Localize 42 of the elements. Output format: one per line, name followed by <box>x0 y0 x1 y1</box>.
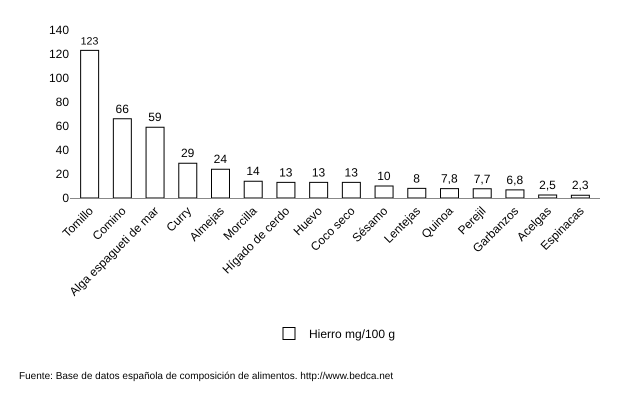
data-label: 8 <box>413 171 420 186</box>
data-label: 2,5 <box>539 178 556 192</box>
bar <box>211 168 230 198</box>
y-tick-label: 0 <box>62 191 70 206</box>
y-tick-label: 140 <box>48 23 70 38</box>
data-label: 2,3 <box>572 178 589 192</box>
data-label: 10 <box>377 169 391 183</box>
y-tick-label: 20 <box>56 167 70 182</box>
data-label: 123 <box>80 36 98 48</box>
y-tick-label: 40 <box>56 143 70 158</box>
data-label: 66 <box>116 102 130 116</box>
y-tick-label: 80 <box>56 95 70 110</box>
bar <box>309 182 328 198</box>
data-label: 6,8 <box>506 172 524 187</box>
bar <box>472 188 492 198</box>
data-label: 13 <box>279 165 293 180</box>
bar <box>570 194 590 198</box>
source-note: Fuente: Base de datos española de composición de alimentos. http://www.bedca.net <box>19 371 394 382</box>
data-label: 59 <box>148 110 162 124</box>
bar <box>112 118 132 198</box>
data-label: 7,7 <box>474 172 491 186</box>
bar <box>146 126 165 198</box>
bar <box>178 162 198 198</box>
bar <box>342 182 361 198</box>
legend-label: Hierro mg/100 g <box>309 327 396 342</box>
bar <box>244 180 263 198</box>
y-tick-label: 120 <box>48 47 70 62</box>
y-tick-label: 100 <box>48 71 70 86</box>
y-tick-label: 60 <box>56 119 70 134</box>
bar <box>374 186 394 198</box>
data-label: 14 <box>246 164 260 178</box>
data-label: 29 <box>180 146 195 160</box>
data-label: 24 <box>214 152 228 166</box>
bar <box>80 50 100 198</box>
bar <box>505 189 524 198</box>
data-label: 13 <box>344 165 358 180</box>
bar <box>440 188 459 198</box>
data-label: 13 <box>312 165 326 180</box>
bar <box>538 194 558 198</box>
bar <box>407 188 426 198</box>
bar <box>276 182 296 198</box>
data-label: 7,8 <box>441 172 458 186</box>
